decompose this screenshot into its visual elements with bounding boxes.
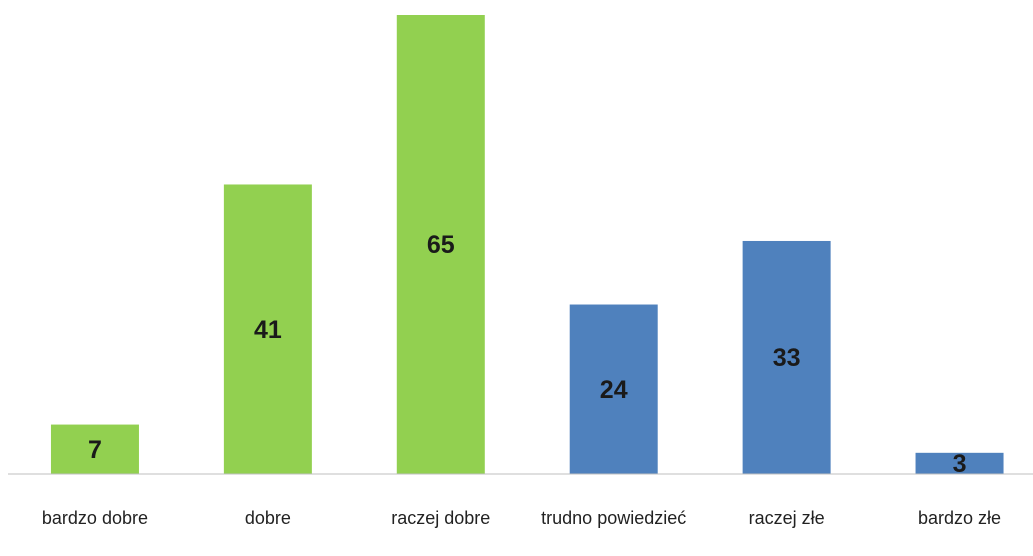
x-tick-label: raczej złe (748, 508, 825, 528)
value-label: 65 (427, 231, 455, 259)
value-label: 24 (600, 376, 628, 404)
bar (223, 184, 312, 474)
bar (396, 15, 485, 474)
value-label: 41 (254, 316, 282, 344)
x-tick-label: trudno powiedzieć (541, 508, 687, 528)
bar (742, 240, 831, 474)
value-label: 7 (88, 436, 102, 464)
x-tick-label: bardzo złe (918, 508, 1002, 528)
bar (569, 304, 658, 474)
value-label: 33 (773, 344, 801, 372)
bar (915, 452, 1004, 474)
bar (50, 424, 139, 474)
x-tick-label: raczej dobre (391, 508, 491, 528)
x-tick-label: bardzo dobre (41, 508, 148, 528)
x-tick-label: dobre (244, 508, 291, 528)
value-label: 3 (953, 450, 967, 478)
